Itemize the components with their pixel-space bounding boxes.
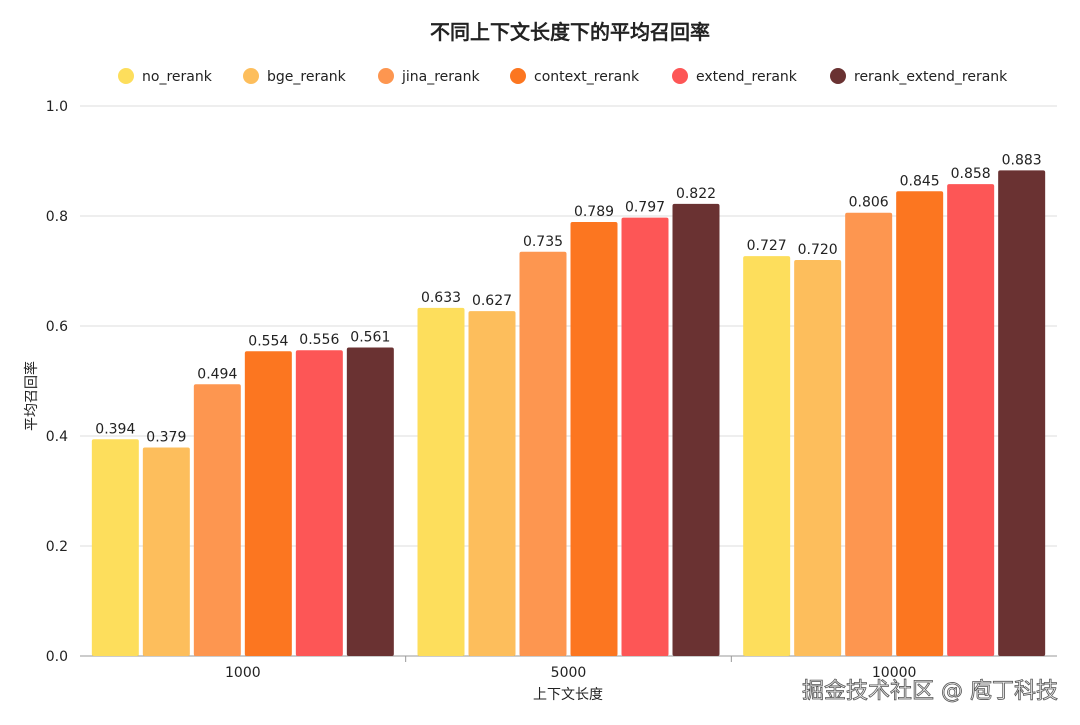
x-tick-label: 5000 — [551, 665, 587, 681]
chart-title: 不同上下文长度下的平均召回率 — [430, 20, 710, 44]
x-axis: 1000 5000 10000 — [225, 656, 916, 681]
y-tick-label: 1.0 — [46, 99, 68, 115]
data-label: 0.554 — [248, 333, 288, 349]
bar — [91, 439, 139, 656]
y-tick-label: 0.4 — [46, 429, 68, 445]
legend-marker — [378, 68, 394, 84]
bar — [519, 251, 567, 656]
data-label: 0.727 — [747, 238, 787, 254]
data-label: 0.720 — [798, 242, 838, 258]
data-label: 0.633 — [421, 290, 461, 306]
x-tick-label: 10000 — [872, 665, 917, 681]
legend-label: bge_rerank — [267, 69, 347, 85]
bar — [672, 203, 720, 656]
y-tick-label: 0.0 — [46, 649, 68, 665]
data-label: 0.845 — [900, 173, 940, 189]
data-label: 0.394 — [95, 421, 135, 437]
legend-marker — [243, 68, 259, 84]
data-label: 0.494 — [197, 366, 237, 382]
legend-label: context_rerank — [534, 69, 640, 85]
data-label: 0.883 — [1002, 152, 1042, 168]
y-axis-label: 平均召回率 — [23, 361, 40, 431]
bar — [193, 384, 241, 656]
bar — [417, 307, 465, 656]
bar — [295, 350, 343, 656]
bar — [142, 447, 190, 656]
legend-marker — [830, 68, 846, 84]
grid: 0.0 0.2 0.4 0.6 0.8 1.0 — [46, 99, 1057, 665]
x-tick-label: 1000 — [225, 665, 261, 681]
x-axis-label: 上下文长度 — [533, 687, 603, 703]
data-label: 0.379 — [146, 430, 186, 446]
data-label: 0.627 — [472, 293, 512, 309]
legend-label: jina_rerank — [401, 69, 481, 85]
data-label: 0.735 — [523, 234, 563, 250]
data-label: 0.561 — [350, 329, 390, 345]
data-label: 0.858 — [951, 166, 991, 182]
legend: no_rerank bge_rerank jina_rerank context_re… — [118, 68, 1008, 85]
bar — [845, 212, 893, 656]
y-tick-label: 0.6 — [46, 319, 68, 335]
y-tick-label: 0.2 — [46, 539, 68, 555]
data-label: 0.797 — [625, 200, 665, 216]
bars: 0.394 0.379 0.494 0.554 0.556 0.561 0.633 0.627… — [91, 152, 1046, 657]
bar — [998, 170, 1046, 656]
bar — [468, 311, 516, 656]
bar — [621, 217, 669, 656]
bar — [244, 351, 292, 656]
bar — [794, 260, 842, 656]
data-label: 0.806 — [849, 195, 889, 211]
bar — [346, 347, 394, 656]
bar — [570, 222, 618, 657]
legend-marker — [118, 68, 134, 84]
bar — [896, 191, 944, 656]
bar — [947, 184, 995, 656]
bar — [743, 256, 791, 656]
legend-label: no_rerank — [142, 69, 213, 85]
data-label: 0.822 — [676, 186, 716, 202]
data-label: 0.556 — [299, 332, 339, 348]
y-tick-label: 0.8 — [46, 209, 68, 225]
data-label: 0.789 — [574, 204, 614, 220]
legend-marker — [672, 68, 688, 84]
legend-label: rerank_extend_rerank — [854, 69, 1008, 85]
legend-marker — [510, 68, 526, 84]
legend-label: extend_rerank — [696, 69, 798, 85]
watermark: 掘金技术社区 @ 庖丁科技 — [802, 679, 1058, 704]
